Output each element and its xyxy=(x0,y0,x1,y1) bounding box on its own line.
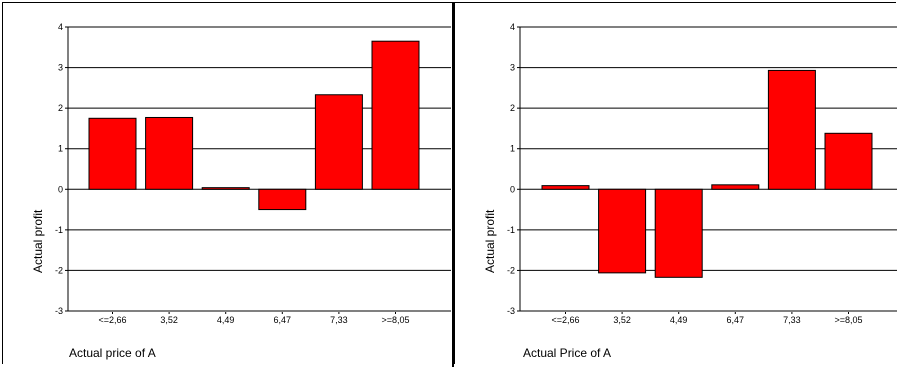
y-tick-label: 1 xyxy=(58,144,63,154)
bar-4 xyxy=(314,94,363,190)
y-tick-label: 3 xyxy=(58,63,63,73)
y-tick-label: -1 xyxy=(55,225,63,235)
chart-panel-left: -3 -2 -1 0 1 2 3 4 <=2,66 3,52 4,49 6,47 7,33 >=8,05 A… xyxy=(2,2,452,364)
y-axis-label: Actual profit xyxy=(31,209,45,273)
x-tick-label: <=2,66 xyxy=(551,315,579,325)
bar-0 xyxy=(88,117,137,190)
bar-chart-right: -3 -2 -1 0 1 2 3 4 <=2,66 3,52 4,49 6,47 7,33 >=8,05 A… xyxy=(483,22,897,360)
x-tick-label: <=2,66 xyxy=(98,315,126,325)
y-tick-label: 1 xyxy=(510,144,515,154)
bar-1 xyxy=(598,188,647,274)
y-tick-label: 0 xyxy=(58,184,63,194)
x-axis-label: Actual price of A xyxy=(69,346,156,360)
x-axis-label: Actual Price of A xyxy=(523,346,611,360)
y-tick-label: -3 xyxy=(55,306,63,316)
x-tick-label: 6,47 xyxy=(727,315,745,325)
x-tick-label: 3,52 xyxy=(160,315,178,325)
y-tick-label: 4 xyxy=(58,22,63,32)
chart-panel-right: -3 -2 -1 0 1 2 3 4 <=2,66 3,52 4,49 6,47 7,33 >=8,05 A… xyxy=(454,2,897,364)
x-tick-label: 3,52 xyxy=(613,315,631,325)
x-tick-label: >=8,05 xyxy=(381,315,409,325)
y-tick-label: -2 xyxy=(507,265,515,275)
bar-5 xyxy=(824,132,873,190)
y-tick-label: -1 xyxy=(507,225,515,235)
bar-chart-left: -3 -2 -1 0 1 2 3 4 <=2,66 3,52 4,49 6,47 7,33 >=8,05 A… xyxy=(31,22,451,360)
x-tick-label: 4,49 xyxy=(217,315,235,325)
bar-2 xyxy=(201,187,250,190)
x-tick-label: 7,33 xyxy=(783,315,801,325)
y-tick-label: 2 xyxy=(58,103,63,113)
y-tick-label: -2 xyxy=(55,265,63,275)
bar-2 xyxy=(654,188,703,278)
bar-3 xyxy=(258,188,307,211)
bar-3 xyxy=(711,184,760,190)
bar-5 xyxy=(371,40,420,190)
y-tick-label: -3 xyxy=(507,306,515,316)
y-tick-label: 2 xyxy=(510,103,515,113)
x-tick-label: 7,33 xyxy=(330,315,348,325)
bar-1 xyxy=(145,116,194,190)
panel-divider xyxy=(452,2,454,367)
x-tick-label: 6,47 xyxy=(274,315,292,325)
bar-4 xyxy=(767,69,816,190)
y-tick-label: 4 xyxy=(510,22,515,32)
y-axis-label: Actual profit xyxy=(483,209,497,273)
y-tick-label: 0 xyxy=(510,184,515,194)
bar-0 xyxy=(541,185,590,190)
x-tick-label: >=8,05 xyxy=(834,315,862,325)
y-tick-label: 3 xyxy=(510,63,515,73)
x-tick-label: 4,49 xyxy=(670,315,688,325)
